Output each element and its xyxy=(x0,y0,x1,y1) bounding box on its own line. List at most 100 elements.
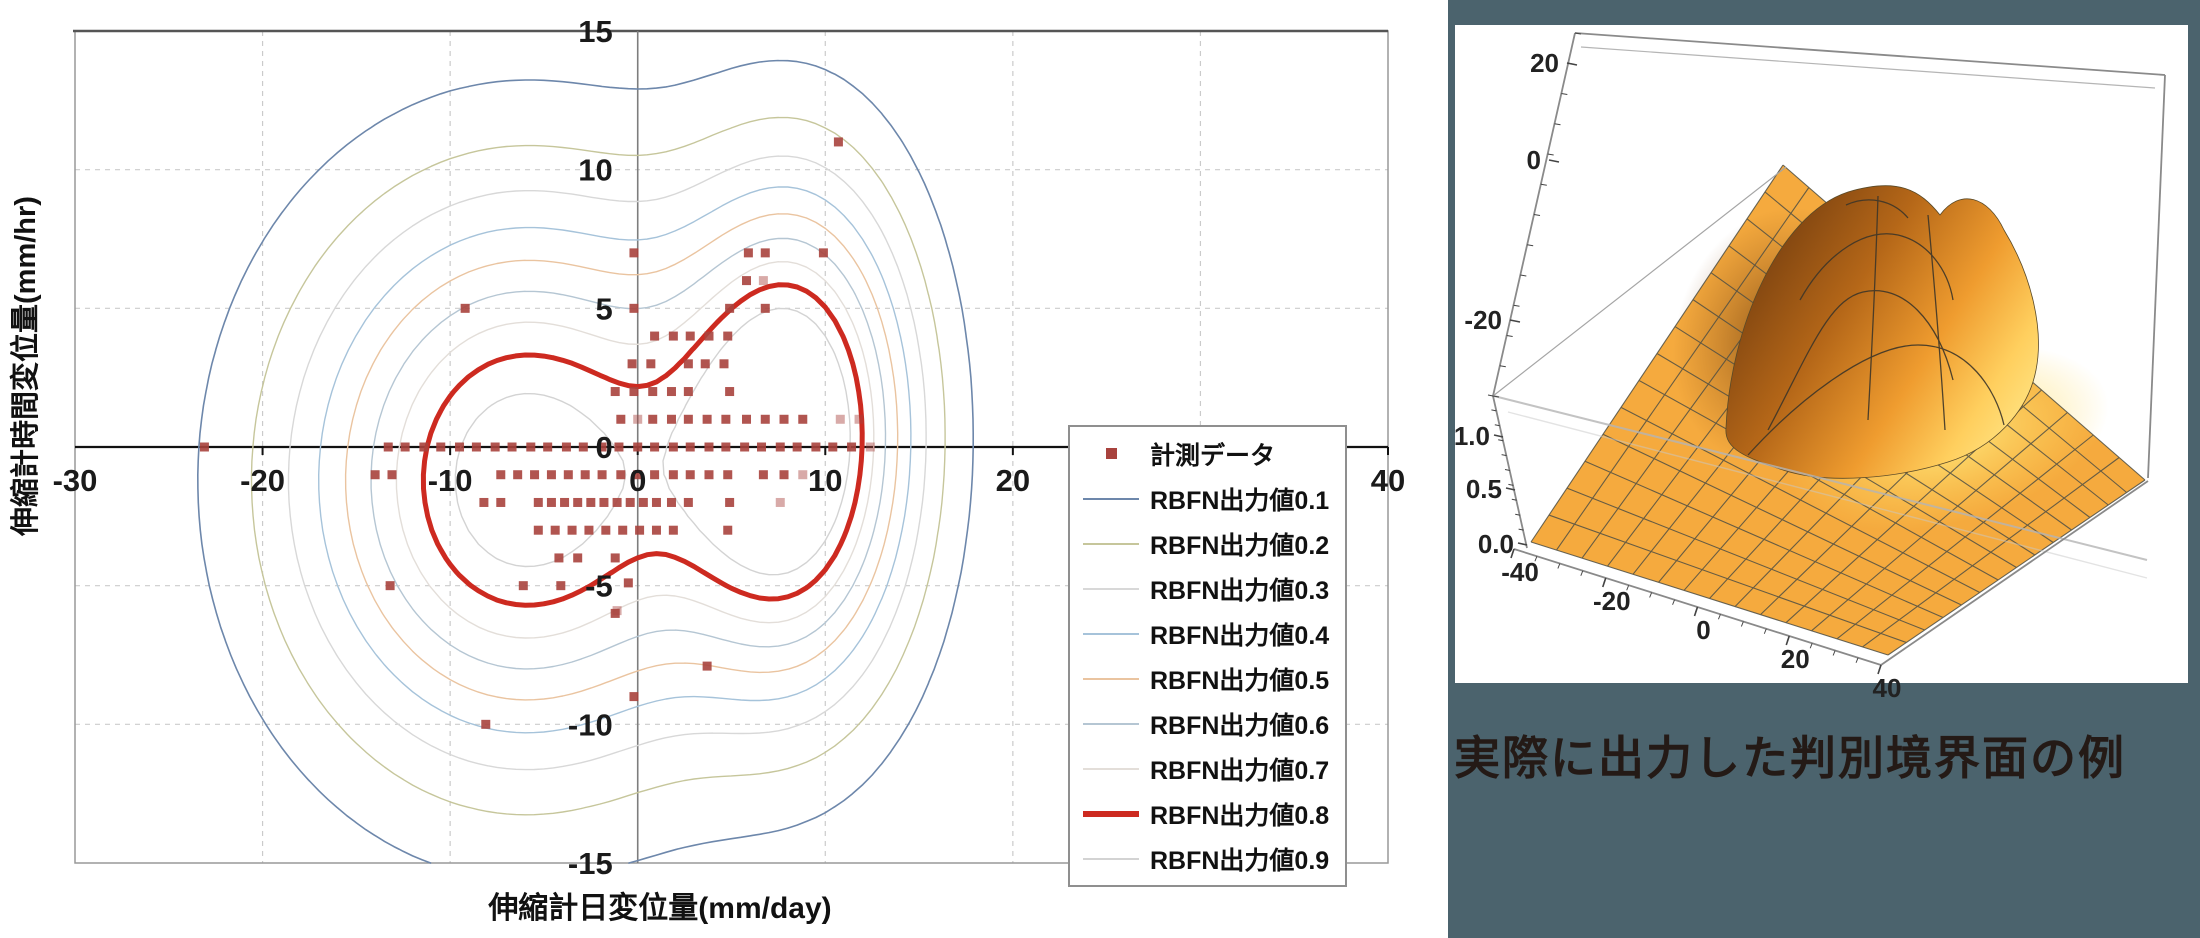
data-point xyxy=(625,497,635,507)
legend-line-sample xyxy=(1080,677,1142,680)
legend-label: RBFN出力値0.8 xyxy=(1150,801,1330,830)
data-point xyxy=(400,442,410,452)
legend-label: RBFN出力値0.7 xyxy=(1150,756,1330,785)
legend-item-9: RBFN出力値0.9 xyxy=(1070,837,1345,881)
legend-label: RBFN出力値0.5 xyxy=(1150,666,1330,695)
data-point xyxy=(633,414,643,424)
data-point xyxy=(567,525,577,535)
svg-text:-30: -30 xyxy=(53,463,98,498)
data-point xyxy=(629,303,639,313)
legend-line-sample xyxy=(1080,810,1142,817)
legend-marker-sample xyxy=(1080,448,1142,459)
data-point xyxy=(616,414,626,424)
data-point xyxy=(543,442,553,452)
data-point xyxy=(610,608,620,618)
data-point xyxy=(526,442,536,452)
data-point xyxy=(683,497,693,507)
data-point xyxy=(561,442,571,452)
data-point xyxy=(650,470,660,480)
contour-level-0.3 xyxy=(287,155,927,771)
svg-text:-20: -20 xyxy=(240,463,285,498)
data-point xyxy=(760,248,770,258)
data-point xyxy=(685,470,695,480)
data-point xyxy=(383,442,393,452)
legend-label: RBFN出力値0.1 xyxy=(1150,486,1330,515)
data-point xyxy=(556,581,566,591)
legend-line-sample xyxy=(1080,767,1142,770)
data-point xyxy=(610,387,620,397)
data-point xyxy=(650,442,660,452)
data-point xyxy=(666,387,676,397)
legend-label: 計測データ xyxy=(1150,441,1276,470)
legend-item-1: RBFN出力値0.1 xyxy=(1070,477,1345,521)
data-point xyxy=(199,442,209,452)
data-point xyxy=(650,331,660,341)
svg-text:10: 10 xyxy=(578,153,612,188)
data-point xyxy=(629,387,639,397)
data-point xyxy=(811,442,821,452)
legend-item-6: RBFN出力値0.6 xyxy=(1070,702,1345,746)
contour-level-0.1 xyxy=(197,59,974,864)
contour-level-0.2 xyxy=(250,116,946,816)
data-point xyxy=(758,276,768,286)
data-point xyxy=(518,581,528,591)
data-point xyxy=(635,525,645,535)
data-point xyxy=(668,331,678,341)
data-point xyxy=(578,442,588,452)
svg-text:-20: -20 xyxy=(1464,305,1502,335)
svg-text:-15: -15 xyxy=(568,846,613,881)
data-point xyxy=(740,442,750,452)
svg-text:20: 20 xyxy=(1530,48,1559,78)
data-point xyxy=(847,442,857,452)
surface-peak xyxy=(1725,185,2039,479)
data-point xyxy=(798,470,808,480)
data-point xyxy=(818,248,828,258)
legend-item-2: RBFN出力値0.2 xyxy=(1070,522,1345,566)
svg-text:-20: -20 xyxy=(1593,586,1631,616)
data-point xyxy=(835,414,845,424)
data-point xyxy=(798,414,808,424)
data-point xyxy=(828,442,838,452)
data-point xyxy=(629,692,639,702)
data-point xyxy=(513,470,523,480)
data-point xyxy=(648,414,658,424)
data-point xyxy=(646,359,656,369)
svg-text:0: 0 xyxy=(1527,145,1541,175)
data-point xyxy=(725,387,735,397)
data-point xyxy=(614,442,624,452)
legend-label: RBFN出力値0.4 xyxy=(1150,621,1330,650)
scatter-points xyxy=(199,137,875,729)
svg-text:15: 15 xyxy=(578,14,612,49)
legend-label: RBFN出力値0.2 xyxy=(1150,531,1330,560)
data-point xyxy=(599,497,609,507)
data-point xyxy=(775,442,785,452)
data-point xyxy=(597,470,607,480)
surface-tick-labels: 0.0 0.5 1.0 -20 0 20 -40 -20 0 20 40 xyxy=(1454,48,1902,703)
svg-text:-10: -10 xyxy=(568,707,613,742)
data-point xyxy=(471,442,481,452)
svg-text:0.0: 0.0 xyxy=(1478,529,1514,559)
data-point xyxy=(666,414,676,424)
data-point xyxy=(743,248,753,258)
data-point xyxy=(460,303,470,313)
svg-text:0: 0 xyxy=(1696,615,1710,645)
svg-text:10: 10 xyxy=(808,463,842,498)
data-point xyxy=(597,442,607,452)
legend-item-0: 計測データ xyxy=(1070,432,1345,476)
svg-text:0.5: 0.5 xyxy=(1466,474,1502,504)
surface-caption: 実際に出力した判別境界面の例 xyxy=(1454,732,2126,784)
legend-line-sample xyxy=(1080,722,1142,725)
surface-ticks xyxy=(1487,32,1882,675)
data-point xyxy=(723,331,733,341)
data-point xyxy=(612,497,622,507)
legend-line-sample xyxy=(1080,542,1142,545)
data-point xyxy=(651,525,661,535)
data-point xyxy=(854,414,864,424)
data-point xyxy=(546,470,556,480)
data-point xyxy=(616,470,626,480)
data-point xyxy=(723,525,733,535)
y-axis-title: 伸縮計時間変位量(mm/hr) xyxy=(10,196,42,536)
data-point xyxy=(563,470,573,480)
data-point xyxy=(546,497,556,507)
data-point xyxy=(723,470,733,480)
